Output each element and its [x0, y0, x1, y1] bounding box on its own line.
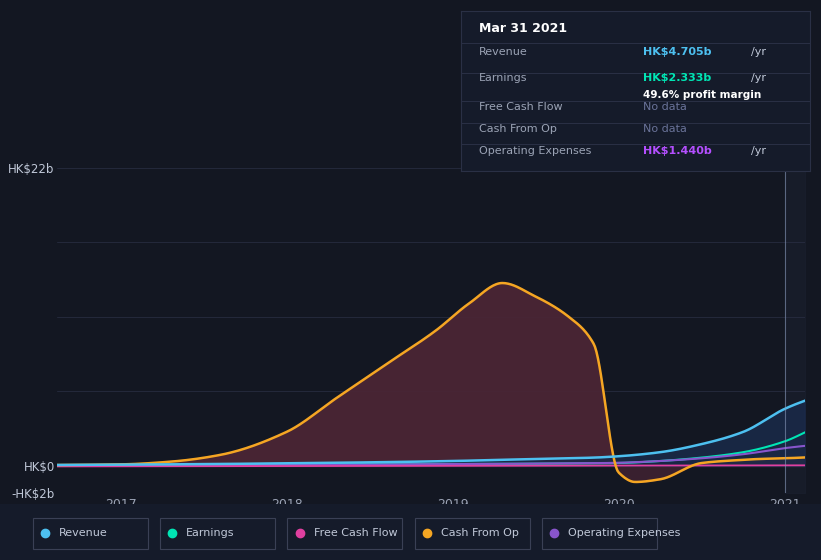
FancyBboxPatch shape	[33, 518, 148, 549]
Text: Free Cash Flow: Free Cash Flow	[479, 102, 562, 112]
Text: HK$2.333b: HK$2.333b	[643, 73, 711, 83]
Text: Earnings: Earnings	[479, 73, 527, 83]
Text: Operating Expenses: Operating Expenses	[479, 146, 591, 156]
FancyBboxPatch shape	[160, 518, 275, 549]
Text: No data: No data	[643, 102, 686, 112]
Text: HK$4.705b: HK$4.705b	[643, 47, 711, 57]
Text: 49.6% profit margin: 49.6% profit margin	[643, 90, 761, 100]
Text: /yr: /yr	[751, 146, 766, 156]
Text: Free Cash Flow: Free Cash Flow	[314, 529, 397, 538]
Text: Cash From Op: Cash From Op	[479, 124, 557, 134]
Text: Cash From Op: Cash From Op	[441, 529, 519, 538]
Text: No data: No data	[643, 124, 686, 134]
Text: /yr: /yr	[751, 73, 766, 83]
FancyBboxPatch shape	[415, 518, 530, 549]
Text: Earnings: Earnings	[186, 529, 235, 538]
Text: Revenue: Revenue	[59, 529, 108, 538]
Text: Revenue: Revenue	[479, 47, 528, 57]
Text: Operating Expenses: Operating Expenses	[568, 529, 681, 538]
FancyBboxPatch shape	[542, 518, 657, 549]
Text: Mar 31 2021: Mar 31 2021	[479, 22, 567, 35]
Text: /yr: /yr	[751, 47, 766, 57]
Text: HK$1.440b: HK$1.440b	[643, 146, 712, 156]
FancyBboxPatch shape	[287, 518, 402, 549]
